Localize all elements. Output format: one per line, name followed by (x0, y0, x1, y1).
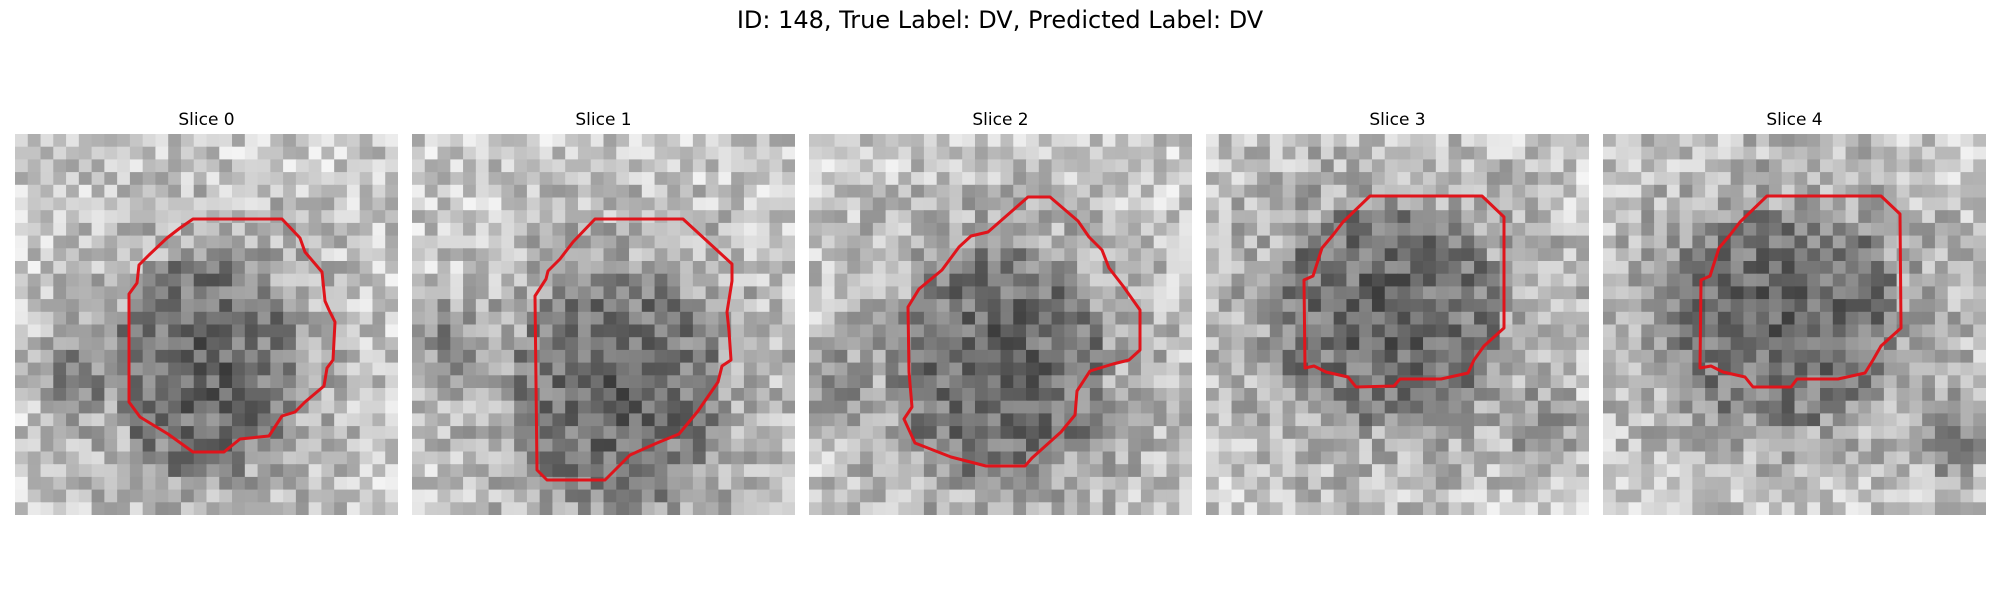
slice-panel-4: Slice 4 (1603, 110, 1986, 515)
slice-2-title: Slice 2 (972, 110, 1029, 130)
slice-4-title: Slice 4 (1766, 110, 1823, 130)
slice-panel-3: Slice 3 (1206, 110, 1589, 515)
pixel-grid (15, 134, 398, 515)
segmentation-contour (902, 195, 1142, 468)
slice-4-image (1603, 134, 1986, 515)
slice-0-title: Slice 0 (178, 110, 235, 130)
segmentation-contour (1698, 194, 1903, 389)
segmentation-contour (1302, 194, 1506, 389)
figure-title: ID: 148, True Label: DV, Predicted Label… (736, 6, 1264, 34)
pixel-grid (809, 134, 1192, 515)
slice-0-image (15, 134, 398, 515)
slice-panel-1: Slice 1 (412, 110, 795, 515)
slice-3-image (1206, 134, 1589, 515)
slice-1-title: Slice 1 (575, 110, 632, 130)
segmentation-contour (533, 217, 734, 482)
pixel-grid (1206, 134, 1589, 515)
slice-panel-2: Slice 2 (809, 110, 1192, 515)
slice-2-image (809, 134, 1192, 515)
pixel-grid (412, 134, 795, 515)
pixel-grid (1603, 134, 1986, 515)
slice-1-image (412, 134, 795, 515)
slice-panel-0: Slice 0 (15, 110, 398, 515)
segmentation-contour (127, 217, 337, 454)
slice-3-title: Slice 3 (1369, 110, 1426, 130)
